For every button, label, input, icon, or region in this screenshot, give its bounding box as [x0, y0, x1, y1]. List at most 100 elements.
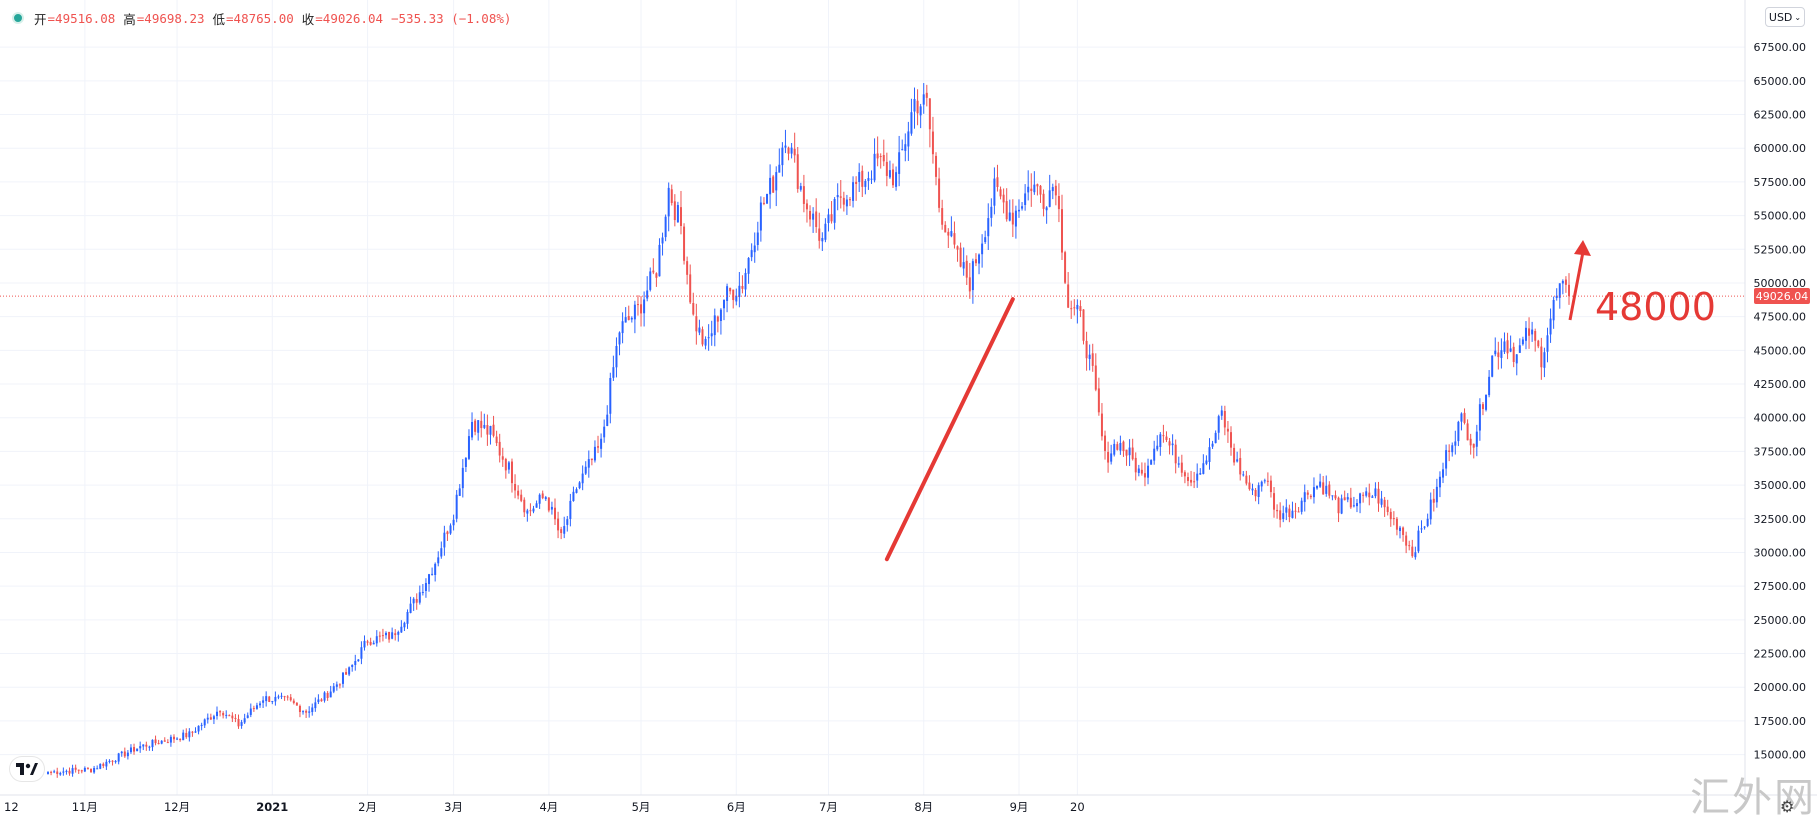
- candle-body: [1300, 500, 1303, 512]
- high-label: 高: [123, 11, 136, 27]
- candle-body: [1054, 185, 1057, 196]
- candle-body: [1199, 473, 1202, 475]
- candle-body: [1389, 511, 1392, 520]
- candle-body: [775, 172, 778, 191]
- candle-body: [292, 700, 295, 704]
- candle-body: [1306, 492, 1309, 495]
- candle-body: [935, 155, 938, 177]
- candle-body: [560, 529, 563, 534]
- candle-body: [1500, 350, 1503, 358]
- candle-body: [240, 722, 243, 726]
- candle-body: [1432, 498, 1435, 503]
- candle-body: [941, 208, 944, 225]
- candle-body: [762, 202, 765, 204]
- candle-body: [252, 708, 255, 710]
- candle-body: [265, 696, 268, 702]
- candle-body: [683, 226, 686, 261]
- y-tick-label: 67500.00: [1754, 41, 1807, 54]
- candle-body: [646, 290, 649, 299]
- candle-body: [212, 716, 215, 720]
- x-tick-label: 2月: [358, 800, 377, 814]
- candle-body: [495, 436, 498, 444]
- candle-body: [861, 170, 864, 187]
- candle-body: [971, 261, 974, 291]
- candle-body: [692, 303, 695, 315]
- candle-body: [277, 696, 280, 698]
- candle-body: [1451, 445, 1454, 453]
- candle-body: [449, 525, 452, 534]
- candle-body: [649, 271, 652, 290]
- candle-body: [1312, 487, 1315, 498]
- y-tick-label: 15000.00: [1754, 749, 1807, 762]
- candle-body: [1497, 352, 1500, 358]
- low-value: =48765.00: [226, 10, 294, 26]
- candle-body: [123, 751, 126, 757]
- y-tick-label: 62500.00: [1754, 109, 1807, 122]
- candle-body: [219, 711, 222, 713]
- currency-selector[interactable]: USD ⌄: [1765, 7, 1805, 27]
- y-tick-label: 50000.00: [1754, 277, 1807, 290]
- candle-body: [910, 112, 913, 134]
- x-tick-label: 3月: [444, 800, 463, 814]
- candle-body: [424, 582, 427, 591]
- currency-label: USD: [1768, 10, 1793, 24]
- candle-body: [157, 743, 160, 745]
- candle-body: [990, 206, 993, 218]
- candle-body: [1399, 527, 1401, 531]
- candle-body: [1374, 488, 1377, 497]
- candle-body: [1205, 460, 1208, 464]
- candle-body: [1359, 493, 1362, 504]
- candle-body: [397, 631, 400, 635]
- candle-body: [1531, 329, 1534, 335]
- candle-body: [259, 703, 262, 706]
- candle-body: [477, 420, 480, 433]
- candle-body: [381, 635, 384, 637]
- candle-body: [532, 508, 535, 512]
- candle-body: [750, 250, 753, 258]
- candle-body: [584, 466, 587, 474]
- candle-body: [1051, 187, 1054, 192]
- candle-body: [1457, 421, 1460, 442]
- candle-body: [566, 519, 569, 525]
- candle-body: [845, 199, 848, 207]
- candle-body: [471, 422, 474, 438]
- gear-icon[interactable]: ⚙: [1780, 797, 1795, 816]
- candle-body: [876, 153, 879, 159]
- candle-body: [99, 763, 102, 769]
- candle-body: [787, 147, 790, 154]
- candle-body: [996, 177, 999, 188]
- candle-body: [388, 631, 391, 640]
- candle-body: [148, 746, 151, 748]
- candle-body: [111, 760, 114, 762]
- candle-body: [1303, 492, 1306, 503]
- candle-body: [695, 316, 698, 332]
- candle-body: [627, 315, 630, 320]
- candle-body: [1211, 443, 1214, 447]
- candle-body: [160, 740, 163, 744]
- y-tick-label: 27500.00: [1754, 580, 1807, 593]
- trendline-support[interactable]: [884, 297, 1015, 562]
- candle-body: [114, 761, 117, 763]
- candle-body: [335, 684, 338, 687]
- candle-body: [1279, 510, 1282, 520]
- candle-body: [1021, 206, 1024, 209]
- candle-body: [1454, 441, 1457, 446]
- candle-body: [554, 507, 556, 520]
- candle-body: [670, 189, 673, 203]
- candle-body: [1088, 354, 1091, 359]
- candle-body: [1478, 404, 1481, 431]
- candle-body: [421, 591, 424, 593]
- candle-body: [1254, 489, 1257, 497]
- y-tick-label: 32500.00: [1754, 513, 1807, 526]
- candle-body: [271, 701, 274, 703]
- candle-body: [517, 490, 520, 496]
- candle-body: [145, 744, 148, 747]
- x-tick-label: 2021: [256, 800, 288, 814]
- tradingview-logo-icon[interactable]: [10, 757, 44, 781]
- candle-body: [541, 493, 544, 499]
- candle-body: [1217, 416, 1220, 433]
- candle-body: [280, 695, 283, 697]
- candle-body: [1153, 448, 1156, 461]
